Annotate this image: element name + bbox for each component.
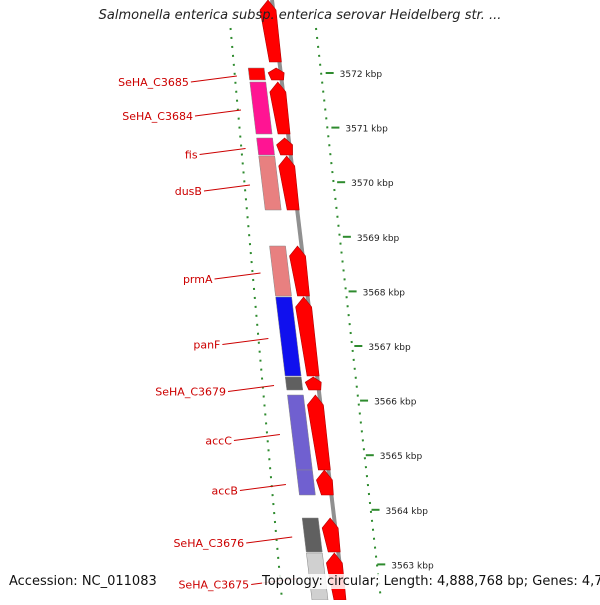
gene-leader-line (194, 109, 242, 117)
gene-label: accB (212, 485, 238, 498)
cds-arrow (304, 376, 322, 391)
kbp-tick-label: 3565 kbp (380, 452, 423, 462)
kbp-tick-label: 3569 kbp (357, 234, 400, 244)
gene-class-box (284, 376, 304, 391)
gene-label: SeHA_C3679 (155, 386, 226, 399)
gene-label: prmA (183, 273, 213, 286)
cds-arrow (289, 245, 310, 297)
gene-label: panF (193, 339, 220, 352)
gene-leader-line (199, 148, 246, 155)
cds-arrow (276, 137, 293, 156)
gene-leader-line (233, 434, 280, 441)
cds-arrow (295, 296, 320, 377)
kbp-tick-label: 3564 kbp (386, 507, 429, 517)
gene-label: fis (185, 149, 198, 162)
kbp-tick-label: 3566 kbp (374, 398, 417, 408)
genome-title: Salmonella enterica subsp. enterica sero… (98, 8, 502, 23)
gene-class-box (249, 81, 273, 135)
gene-leader-line (203, 184, 251, 192)
gene-label: SeHA_C3675 (178, 579, 249, 592)
gene-label: accC (205, 435, 232, 448)
genome-summary: Topology: circular; Length: 4,888,768 bp… (262, 574, 600, 589)
gene-leader-line (190, 75, 237, 83)
gene-leader-line (214, 272, 261, 280)
cds-arrow (259, 0, 282, 63)
inner-guide-line (229, 27, 283, 601)
cds-arrow (278, 155, 300, 211)
gene-leader-line (227, 385, 275, 392)
gene-class-box (301, 517, 323, 553)
gene-class-box (247, 67, 266, 81)
gene-class-box (258, 155, 282, 211)
cds-arrow (321, 517, 341, 553)
gene-class-box (269, 245, 292, 297)
cds-arrow (316, 469, 334, 496)
gene-label: dusB (175, 185, 202, 198)
kbp-tick-label: 3570 kbp (351, 179, 394, 189)
gene-label: SeHA_C3676 (173, 537, 244, 550)
kbp-tick-label: 3572 kbp (340, 70, 383, 80)
gene-leader-line (246, 536, 293, 544)
accession-text: Accession: NC_011083 (9, 574, 157, 589)
gene-class-box (256, 137, 275, 156)
gene-class-box (296, 469, 316, 496)
cds-arrow (267, 67, 285, 81)
gene-leader-line (239, 484, 286, 491)
kbp-tick-label: 3571 kbp (345, 125, 388, 135)
gene-class-box (275, 296, 302, 377)
gene-label: SeHA_C3684 (122, 110, 193, 123)
gene-leader-line (222, 338, 269, 345)
cds-arrow (269, 81, 291, 135)
outer-guide-line (315, 27, 382, 601)
kbp-tick-label: 3568 kbp (363, 288, 406, 298)
gene-label: SeHA_C3685 (118, 76, 189, 89)
kbp-tick-label: 3567 kbp (368, 343, 411, 353)
kbp-tick-label: 3563 kbp (391, 561, 434, 571)
